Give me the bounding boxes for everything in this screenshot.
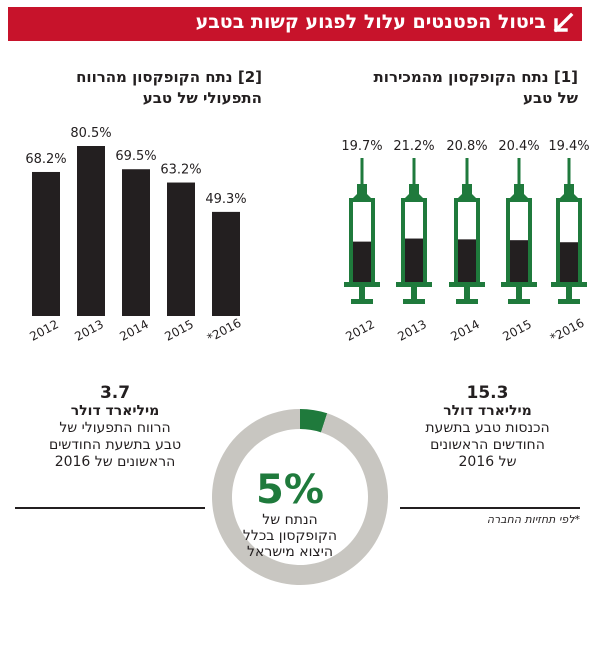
syringe-flange bbox=[501, 282, 537, 287]
bar-2 bbox=[122, 169, 150, 316]
syringe-thumb bbox=[351, 299, 373, 304]
header-banner: ביטול הפטנטים עלול לפגוע קשות בטבע bbox=[8, 7, 582, 41]
bar-value-label: 68.2% bbox=[25, 152, 66, 167]
syringe-hub bbox=[564, 184, 574, 194]
operating-profit-box: 3.7 מיליארד דולר הרווח התפעולי של טבע בת… bbox=[20, 383, 210, 471]
syringe-hub bbox=[514, 184, 524, 194]
donut-caption-line3: היצוא מישראל bbox=[247, 544, 333, 560]
syringe-plunger bbox=[411, 287, 417, 299]
syringe-fill-2 bbox=[458, 239, 476, 282]
syringe-flange bbox=[551, 282, 587, 287]
syringe-plunger bbox=[566, 287, 572, 299]
syringe-fill-3 bbox=[510, 240, 528, 282]
divider-right bbox=[400, 507, 580, 509]
syringe-value-label: 19.7% bbox=[341, 139, 382, 154]
bar-4 bbox=[212, 211, 240, 316]
bar-0 bbox=[32, 171, 60, 316]
right-panel-title-line1: נתח הקופקסון מהמכירות bbox=[373, 68, 549, 86]
left-panel-title-line1: נתח הקופקסון מהרווח bbox=[76, 68, 233, 86]
arrow-down-left-icon bbox=[553, 12, 574, 33]
revenue-value: 15.3 bbox=[466, 383, 509, 403]
syringe-flange bbox=[344, 282, 380, 287]
operating-profit-line2: טבע בתשעת החודשים bbox=[48, 437, 182, 453]
operating-profit-line3: הראשונים של 2016 bbox=[54, 454, 176, 470]
syringe-thumb bbox=[558, 299, 580, 304]
right-panel-title: [1] נתח הקופקסון מהמכירות של טבע bbox=[318, 67, 578, 109]
footnote: *לפי תחזיות החברה bbox=[486, 513, 580, 526]
syringe-thumb bbox=[456, 299, 478, 304]
revenue-line2: החודשים הראשונים bbox=[430, 437, 545, 453]
revenue-line1: הכנסות טבע בתשעת bbox=[425, 420, 550, 436]
donut-center-label: 5% הנתח של הקופקסון בכלל היצוא מישראל bbox=[225, 468, 355, 560]
operating-profit-line1: הרווח התפעולי של bbox=[59, 420, 171, 436]
donut-center-value: 5% bbox=[256, 467, 324, 513]
syringe-plunger bbox=[516, 287, 522, 299]
donut-caption-line1: הנתח של bbox=[262, 512, 318, 528]
syringe-value-label: 21.2% bbox=[393, 139, 434, 154]
syringe-fill-4 bbox=[560, 242, 578, 282]
bar-value-label: 49.3% bbox=[205, 192, 246, 207]
bar-1 bbox=[77, 146, 105, 316]
bar-value-label: 63.2% bbox=[160, 163, 201, 178]
left-panel-title: [2] נתח הקופקסון מהרווח התפעולי של טבע bbox=[12, 67, 262, 109]
donut-slice-highlight bbox=[300, 409, 328, 433]
donut-center-caption: הנתח של הקופקסון בכלל היצוא מישראל bbox=[225, 512, 355, 560]
bar-value-label: 80.5% bbox=[70, 126, 111, 141]
syringe-thumb bbox=[508, 299, 530, 304]
revenue-line3: של 2016 bbox=[458, 454, 517, 470]
divider-left bbox=[15, 507, 205, 509]
page-title: ביטול הפטנטים עלול לפגוע קשות בטבע bbox=[195, 11, 546, 33]
syringe-fill-1 bbox=[405, 238, 423, 282]
donut-caption-line2: הקופקסון בכלל bbox=[242, 528, 338, 544]
syringe-value-label: 19.4% bbox=[548, 139, 589, 154]
left-panel-number: [2] bbox=[237, 68, 262, 86]
bar-value-label: 69.5% bbox=[115, 149, 156, 164]
syringe-hub bbox=[409, 184, 419, 194]
syringe-thumb bbox=[403, 299, 425, 304]
syringe-value-label: 20.4% bbox=[498, 139, 539, 154]
bar-3 bbox=[167, 182, 195, 316]
syringe-value-label: 20.8% bbox=[446, 139, 487, 154]
syringe-hub bbox=[357, 184, 367, 194]
operating-profit-value: 3.7 bbox=[99, 383, 131, 403]
syringe-flange bbox=[396, 282, 432, 287]
syringe-hub bbox=[462, 184, 472, 194]
syringe-plunger bbox=[359, 287, 365, 299]
syringe-flange bbox=[449, 282, 485, 287]
right-panel-title-line2: של טבע bbox=[523, 89, 578, 107]
revenue-box: 15.3 מיליארד דולר הכנסות טבע בתשעת החודש… bbox=[390, 383, 585, 471]
syringe-fill-0 bbox=[353, 241, 371, 282]
operating-profit-unit: מיליארד דולר bbox=[70, 403, 160, 419]
revenue-unit: מיליארד דולר bbox=[443, 403, 532, 419]
right-panel-number: [1] bbox=[553, 68, 578, 86]
syringe-plunger bbox=[464, 287, 470, 299]
left-panel-title-line2: התפעולי של טבע bbox=[142, 89, 262, 107]
